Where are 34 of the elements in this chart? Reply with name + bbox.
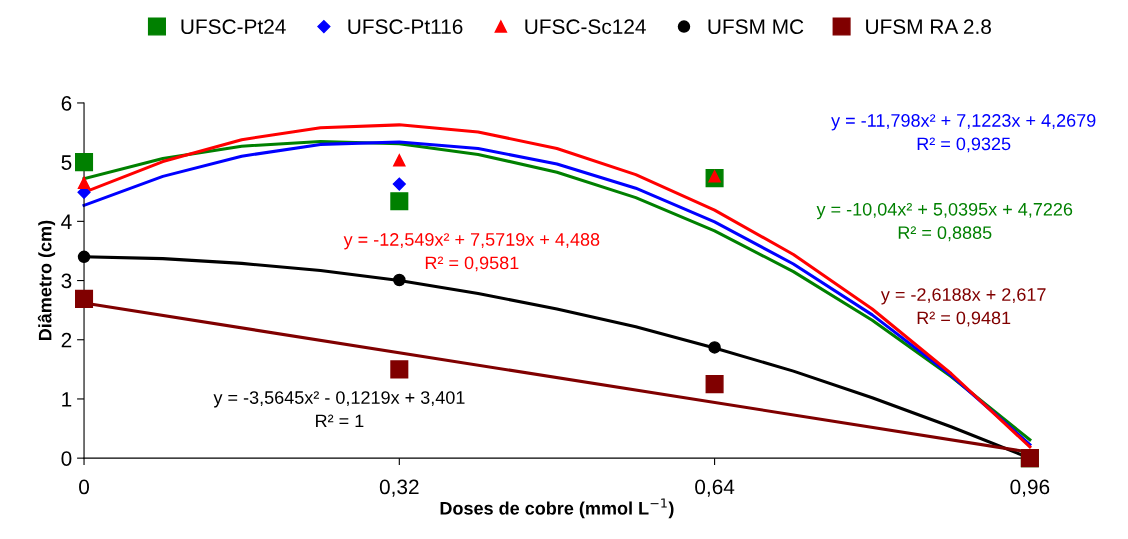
point — [390, 360, 409, 379]
legend-label: UFSC-Pt24 — [181, 19, 286, 35]
annotation: y = -3,5645x² - 0,1219x + 3,401 R² = 1 — [213, 391, 465, 428]
point — [77, 176, 91, 190]
annotation: y = -2,6188x + 2,617 R² = 0,9481 — [880, 288, 1046, 327]
x-tick-label: 0,64 — [695, 479, 735, 497]
annotation: y = -11,798x² + 7,1223x + 4,2679 R² = 0,9325 — [831, 114, 1096, 153]
y-tick-label: 3 — [61, 273, 72, 289]
y-tick-label: 6 — [61, 95, 72, 111]
x-tick-label: 0,96 — [1010, 479, 1050, 497]
legend-label: UFSM RA 2.8 — [866, 19, 991, 35]
y-tick-label: 5 — [61, 155, 72, 170]
x-tick-label: 0 — [79, 479, 90, 495]
y-tick-label: 2 — [61, 332, 72, 348]
point — [708, 341, 721, 354]
point — [393, 154, 406, 167]
x-tick-label: 0,32 — [379, 479, 419, 497]
legend-label: UFSC-Pt116 — [348, 19, 463, 35]
legend-label: UFSC-Sc124 — [525, 19, 646, 35]
point — [77, 250, 91, 264]
point — [390, 192, 409, 211]
point — [75, 153, 94, 172]
x-axis-title: Doses de cobre (mmol L$^{−1}$) — [440, 498, 674, 519]
point — [393, 273, 406, 287]
annotation: y = -12,549x² + 7,5719x + 4,488 R² = 0,9581 — [343, 233, 600, 272]
point — [75, 289, 94, 308]
point — [392, 177, 406, 191]
y-tick-label: 1 — [62, 392, 72, 407]
point — [705, 375, 724, 394]
y-axis-title: Diâmetro (cm) — [37, 220, 56, 341]
legend-label: UFSM MC — [708, 19, 804, 35]
y-tick-label: 0 — [61, 451, 72, 466]
y-tick-label: 4 — [61, 214, 72, 229]
annotation: y = -10,04x² + 5,0395x + 4,7226 R² = 0,8885 — [816, 202, 1073, 242]
